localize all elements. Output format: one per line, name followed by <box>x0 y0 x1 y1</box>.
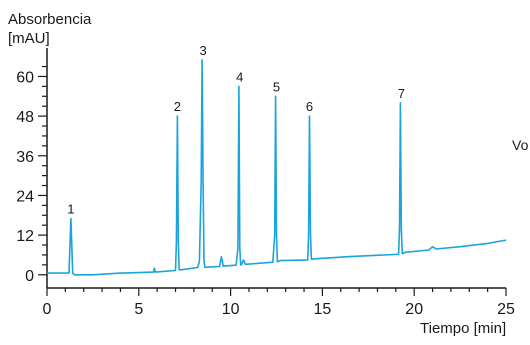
x-tick-label: 5 <box>134 301 143 318</box>
chromatogram-trace <box>47 59 507 276</box>
side-text: Vo <box>512 137 529 153</box>
peak-label: 1 <box>67 202 74 217</box>
y-axis-label: Absorbencia <box>8 11 92 28</box>
peak-label: 3 <box>199 43 206 58</box>
peak-label: 5 <box>273 79 280 94</box>
x-tick-label: 25 <box>497 301 515 318</box>
peak-label: 7 <box>398 86 405 101</box>
y-tick-label: 0 <box>25 268 34 285</box>
x-axis-label: Tiempo [min] <box>420 320 507 337</box>
x-tick-label: 10 <box>222 301 240 318</box>
y-tick-label: 36 <box>16 149 34 166</box>
x-tick-label: 20 <box>405 301 423 318</box>
x-tick-label: 15 <box>314 301 332 318</box>
peak-label: 2 <box>174 99 181 114</box>
peak-label: 6 <box>306 99 313 114</box>
y-tick-label: 12 <box>16 228 34 245</box>
y-tick-label: 60 <box>16 69 34 86</box>
y-tick-label: 24 <box>16 188 34 205</box>
peak-label: 4 <box>236 69 243 84</box>
y-tick-label: 48 <box>16 109 34 126</box>
x-tick-label: 0 <box>43 301 52 318</box>
y-axis-unit: [mAU] <box>8 30 50 47</box>
